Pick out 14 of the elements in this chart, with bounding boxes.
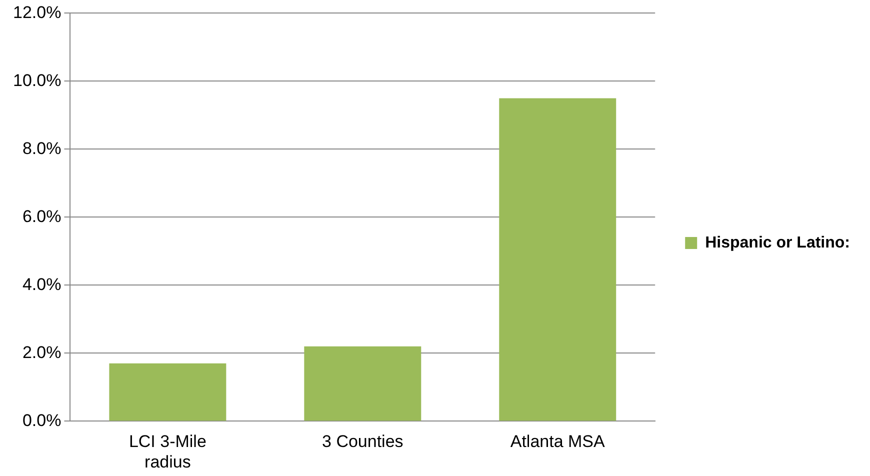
legend-label: Hispanic or Latino: xyxy=(705,234,850,252)
bar xyxy=(499,98,616,421)
y-tick-label: 8.0% xyxy=(22,138,62,158)
y-tick-label: 6.0% xyxy=(22,206,62,226)
y-tick-label: 2.0% xyxy=(22,342,62,362)
bar xyxy=(304,346,422,421)
x-tick-label: 3 Counties xyxy=(322,432,404,452)
x-tick-label: Atlanta MSA xyxy=(510,432,606,452)
bar xyxy=(109,363,226,421)
y-tick-label: 0.0% xyxy=(22,410,62,430)
y-tick-label: 10.0% xyxy=(13,70,62,90)
y-tick-label: 12.0% xyxy=(13,2,62,22)
x-tick-label: LCI 3-Mile radius xyxy=(128,432,206,472)
y-tick-label: 4.0% xyxy=(22,274,62,294)
